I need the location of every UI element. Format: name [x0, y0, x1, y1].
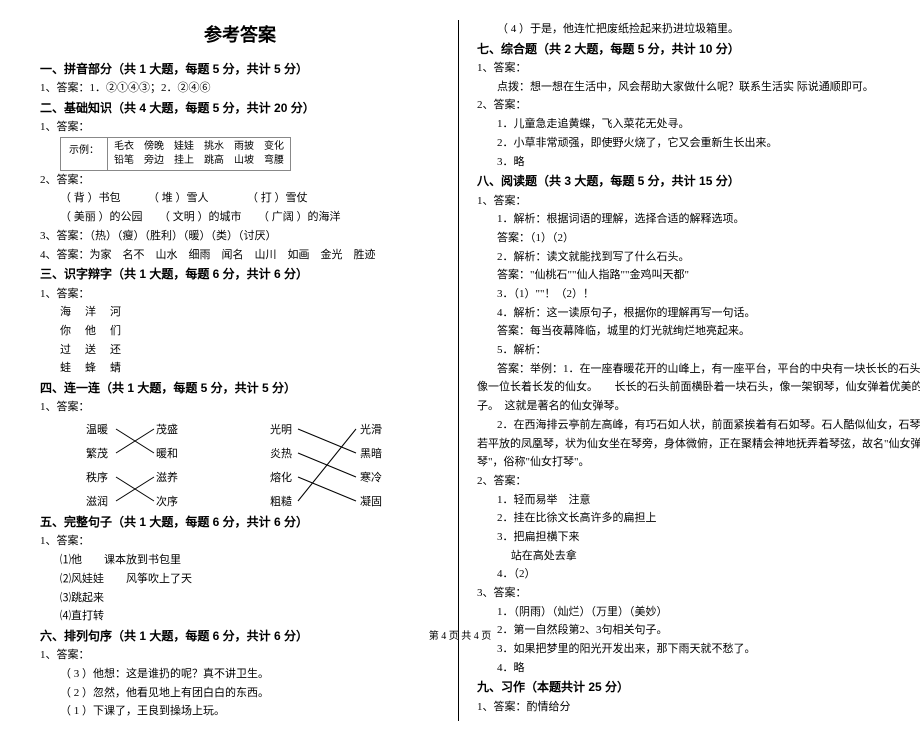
s8-r14: 琴"，俗称"仙女打琴"。: [477, 453, 897, 472]
s8-r1: 1．解析：根据词语的理解，选择合适的解释选项。: [477, 210, 897, 229]
s3-r4: 蛙蜂蜻: [60, 359, 440, 378]
ex-row1: 毛衣 傍晚 娃娃 挑水 雨披 变化: [114, 140, 284, 154]
s2-l3: （ 背 ）书包 （ 堆 ）雪人 （ 打 ）雪仗: [40, 189, 440, 208]
s8-r9: 答案：举例：1．在一座春暖花开的山峰上，有一座平台，平台的中央有一块长长的石头，: [477, 360, 897, 379]
s6-r1: （ 3 ）他想：这是谁扔的呢？真不讲卫生。: [40, 665, 440, 684]
s3-r1: 海洋河: [60, 303, 440, 322]
section-9-heading: 九、习作（本题共计 25 分）: [477, 677, 897, 697]
s3-l1: 1、答案：: [40, 285, 440, 304]
section-7-heading: 七、综合题（共 2 大题，每题 5 分，共计 10 分）: [477, 39, 897, 59]
section-8-heading: 八、阅读题（共 3 大题，每题 5 分，共计 15 分）: [477, 171, 897, 191]
s8-r12: 2．在西海排云亭前左高峰，有巧石如人状，前面紧挨着有石如琴。石人酷似仙女，石琴宛: [477, 416, 897, 435]
s8-p4: 4．略: [477, 659, 897, 678]
m-c3: 熔化: [270, 469, 292, 488]
s5-r1: ⑴他 课本放到书包里: [40, 551, 440, 570]
m-a4: 滋润: [86, 493, 108, 512]
m-b1: 茂盛: [156, 421, 178, 440]
m-c2: 炎热: [270, 445, 292, 464]
s8-p3: 3．如果把梦里的阳光开发出来，那下雨天就不愁了。: [477, 640, 897, 659]
s2-l4: （ 美丽 ）的公园 （ 文明 ）的城市 （ 广阔 ）的海洋: [40, 208, 440, 227]
s8-r8: 5．解析：: [477, 341, 897, 360]
m-d4: 凝固: [360, 493, 382, 512]
ex-row2: 铅笔 旁边 挂上 跳高 山坡 弯腰: [114, 154, 284, 168]
s5-r3: ⑶跳起来: [40, 589, 440, 608]
s7-r2: 2．小草非常顽强，即使野火烧了，它又会重新生长出来。: [477, 134, 897, 153]
m-b2: 暖和: [156, 445, 178, 464]
section-3-heading: 三、识字辩字（共 1 大题，每题 6 分，共计 6 分）: [40, 264, 440, 284]
s5-l1: 1、答案：: [40, 532, 440, 551]
s8-r7: 答案：每当夜幕降临，城里的灯光就绚烂地亮起来。: [477, 322, 897, 341]
s9-l1: 1、答案：酌情给分: [477, 698, 897, 717]
s8-p1: 1．（阴雨）（灿烂）（万里）（美妙）: [477, 603, 897, 622]
s1-l1: 1、答案：1．②①④③；2．②④⑥: [40, 79, 440, 98]
s7-r1: 1．儿童急走追黄蝶，飞入菜花无处寻。: [477, 115, 897, 134]
page-footer: 第 4 页 共 4 页: [0, 627, 920, 642]
s8-q4: 站在高处去拿: [477, 547, 897, 566]
section-5-heading: 五、完整句子（共 1 大题，每题 6 分，共计 6 分）: [40, 512, 440, 532]
m-a1: 温暖: [86, 421, 108, 440]
m-d2: 黑暗: [360, 445, 382, 464]
s2-l5: 3、答案：（热）（瘦）（胜利）（暖）（类）（讨厌）: [40, 227, 440, 246]
s3-r2: 你他们: [60, 322, 440, 341]
s8-r11: 子。 这就是著名的仙女弹琴。: [477, 397, 897, 416]
s8-l3: 3、答案：: [477, 584, 897, 603]
s5-r2: ⑵风娃娃 风筝吹上了天: [40, 570, 440, 589]
s6-r4: （ 4 ）于是，他连忙把废纸捡起来扔进垃圾箱里。: [477, 20, 897, 39]
m-b4: 次序: [156, 493, 178, 512]
s3-r3: 过送还: [60, 341, 440, 360]
s8-l1: 1、答案：: [477, 192, 897, 211]
s8-l2: 2、答案：: [477, 472, 897, 491]
m-c1: 光明: [270, 421, 292, 440]
s6-r3: （ 1 ）下课了，王良到操场上玩。: [40, 702, 440, 721]
s7-l3: 2、答案：: [477, 96, 897, 115]
s2-l2: 2、答案：: [40, 171, 440, 190]
s7-l2: 点拨：想一想在生活中，风会帮助大家做什么呢？联系生活实 际说通顺即可。: [477, 78, 897, 97]
m-c4: 粗糙: [270, 493, 292, 512]
m-b3: 滋养: [156, 469, 178, 488]
section-4-heading: 四、连一连（共 1 大题，每题 5 分，共计 5 分）: [40, 378, 440, 398]
s8-r5: 3．（1）""！（2）！: [477, 285, 897, 304]
m-d1: 光滑: [360, 421, 382, 440]
s6-r2: （ 2 ）忽然，他看见地上有团白白的东西。: [40, 684, 440, 703]
s2-l1: 1、答案：: [40, 118, 440, 137]
match-diagram: 温暖 茂盛 光明 光滑 繁茂 暖和 炎热 黑暗 秩序 滋养 熔化 寒冷 滋润 次…: [60, 417, 440, 512]
example-values: 毛衣 傍晚 娃娃 挑水 雨披 变化 铅笔 旁边 挂上 跳高 山坡 弯腰: [108, 137, 291, 171]
s6-l1: 1、答案：: [40, 646, 440, 665]
s8-q3: 3．把扁担横下来: [477, 528, 897, 547]
section-1-heading: 一、拼音部分（共 1 大题，每题 5 分，共计 5 分）: [40, 59, 440, 79]
s8-q1: 1．轻而易举 注意: [477, 491, 897, 510]
m-a3: 秩序: [86, 469, 108, 488]
s8-r10: 像一位长着长发的仙女。 长长的石头前面横卧着一块石头，像一架钢琴，仙女弹着优美的…: [477, 378, 897, 397]
s8-r3: 2．解析：读文就能找到写了什么石头。: [477, 248, 897, 267]
example-label: 示例：: [60, 137, 108, 171]
s8-q5: 4．（2）: [477, 565, 897, 584]
s8-r6: 4．解析：这一读原句子，根据你的理解再写一句话。: [477, 304, 897, 323]
s8-r4: 答案："仙桃石""仙人指路""金鸡叫天都": [477, 266, 897, 285]
match-lines: [60, 417, 440, 512]
s7-l1: 1、答案：: [477, 59, 897, 78]
s2-l6: 4、答案：为家 名不 山水 细雨 闻名 山川 如画 金光 胜迹: [40, 246, 440, 265]
s7-r3: 3．略: [477, 153, 897, 172]
s4-l1: 1、答案：: [40, 398, 440, 417]
page-title: 参考答案: [40, 20, 440, 51]
s8-q2: 2．挂在比徐文长高许多的扁担上: [477, 509, 897, 528]
s8-r2: 答案：（1）（2）: [477, 229, 897, 248]
section-2-heading: 二、基础知识（共 4 大题，每题 5 分，共计 20 分）: [40, 98, 440, 118]
m-d3: 寒冷: [360, 469, 382, 488]
m-a2: 繁茂: [86, 445, 108, 464]
s8-r13: 若平放的凤凰琴，状为仙女坐在琴旁，身体微俯，正在聚精会神地抚弄着琴弦，故名"仙女…: [477, 435, 897, 454]
s5-r4: ⑷直打转: [40, 607, 440, 626]
